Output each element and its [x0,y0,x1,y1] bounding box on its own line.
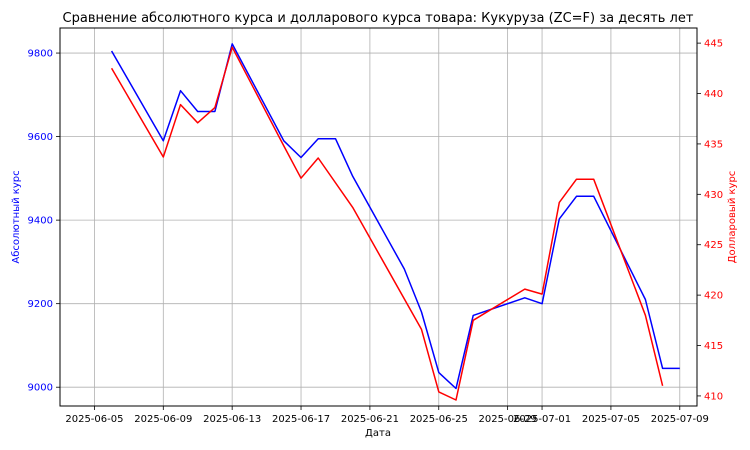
right-tick-label: 445 [704,39,723,50]
x-tick-label: 2025-06-25 [410,414,468,425]
x-tick-label: 2025-06-29 [479,414,537,425]
left-tick-label: 9600 [28,132,53,143]
right-tick-label: 435 [704,139,723,150]
left-axis-ticks: 9000 9200 9400 9600 9800 [28,49,60,394]
chart-title: Сравнение абсолютного курса и долларовог… [63,11,694,26]
right-tick-label: 425 [704,240,723,251]
right-tick-label: 440 [704,89,723,100]
right-tick-label: 430 [704,190,723,201]
right-tick-label: 420 [704,291,723,302]
plot-frame [59,27,698,407]
x-tick-label: 2025-06-17 [272,414,330,425]
x-tick-label: 2025-07-05 [582,414,640,425]
right-tick-label: 415 [704,341,723,352]
right-axis-ticks: 410 415 420 425 430 435 440 445 [697,39,723,402]
right-axis-label: Долларовый курс [727,171,738,264]
x-tick-label: 2025-06-05 [65,414,123,425]
x-axis-ticks: 2025-06-05 2025-06-09 2025-06-13 2025-06-17… [65,406,709,425]
right-tick-label: 410 [704,391,723,402]
left-tick-label: 9000 [28,383,53,394]
x-tick-label: 2025-07-09 [651,414,709,425]
x-tick-label: 2025-06-21 [341,414,399,425]
x-axis-label: Дата [365,428,391,439]
left-axis-label: Абсолютный курс [11,170,22,263]
left-tick-label: 9200 [28,299,53,310]
x-tick-label: 2025-06-09 [134,414,192,425]
grid-lines [60,28,697,406]
absolute-rate-line [110,43,680,390]
left-tick-label: 9400 [28,216,53,227]
x-tick-label: 2025-06-13 [203,414,261,425]
plot-lines [110,43,680,401]
x-tick-label: 2025-07-01 [513,414,571,425]
dollar-rate-line [110,46,664,401]
left-tick-label: 9800 [28,49,53,60]
